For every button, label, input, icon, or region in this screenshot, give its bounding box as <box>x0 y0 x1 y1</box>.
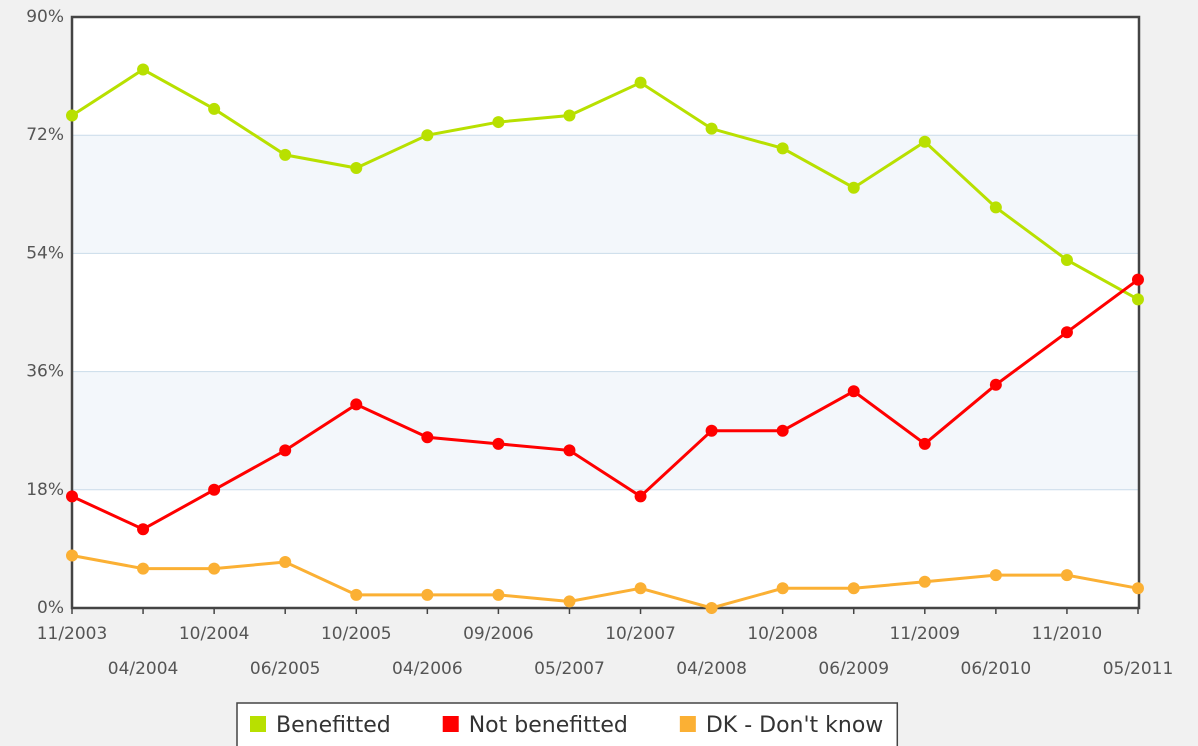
data-point <box>421 588 434 601</box>
data-point <box>492 116 505 129</box>
data-point <box>421 129 434 142</box>
legend-swatch <box>679 716 696 732</box>
data-point <box>1132 273 1144 286</box>
data-point <box>1060 569 1073 582</box>
x-tick-label: 05/2007 <box>534 659 605 679</box>
x-tick-label: 06/2010 <box>961 659 1032 679</box>
data-point <box>279 148 292 161</box>
data-point <box>1060 253 1073 266</box>
x-tick-label: 05/2011 <box>1103 659 1174 679</box>
y-tick-label: 54% <box>26 243 64 263</box>
data-point <box>634 582 647 595</box>
data-point <box>208 483 221 496</box>
data-point <box>1060 326 1073 339</box>
data-point <box>492 437 505 450</box>
data-point <box>66 549 78 562</box>
legend: Benefitted Not benefitted DK - Don't know <box>236 702 899 746</box>
data-point <box>350 162 363 175</box>
data-point <box>563 109 576 122</box>
x-tick-label: 10/2007 <box>605 624 676 644</box>
data-point <box>847 181 860 194</box>
data-point <box>918 575 931 588</box>
x-tick-label: 06/2005 <box>250 659 321 679</box>
data-point <box>421 431 434 444</box>
data-point <box>279 444 292 457</box>
x-tick-label: 11/2009 <box>889 624 960 644</box>
legend-swatch <box>250 716 266 732</box>
x-tick-label: 10/2005 <box>321 624 392 644</box>
data-point <box>918 135 931 148</box>
y-tick-label: 72% <box>26 125 64 145</box>
x-tick-label: 11/2003 <box>37 624 108 644</box>
data-point <box>705 122 718 135</box>
series-line <box>71 67 1139 301</box>
y-tick-label: 36% <box>26 362 64 382</box>
band <box>72 135 1139 254</box>
data-point <box>634 76 647 89</box>
data-point <box>776 424 789 437</box>
data-point <box>208 562 221 575</box>
legend-box <box>236 702 899 746</box>
data-point <box>1132 293 1144 306</box>
x-tick-label: 09/2006 <box>463 624 534 644</box>
data-point <box>705 424 718 437</box>
data-point <box>1132 582 1144 595</box>
x-tick-label: 10/2008 <box>747 624 818 644</box>
x-tick-label: 04/2006 <box>392 659 463 679</box>
data-point <box>989 569 1002 582</box>
x-tick-label: 04/2004 <box>108 659 179 679</box>
x-tick-label: 06/2009 <box>818 659 889 679</box>
x-tick-label: 04/2008 <box>676 659 747 679</box>
data-point <box>776 142 789 155</box>
series-line <box>71 553 1139 610</box>
data-point <box>989 201 1002 214</box>
data-point <box>66 490 78 503</box>
series-line <box>71 278 1139 531</box>
legend-label: Not benefitted <box>469 713 628 738</box>
legend-label: Benefitted <box>276 713 391 738</box>
data-point <box>350 398 363 411</box>
data-point <box>563 595 576 608</box>
data-point <box>634 490 647 503</box>
data-point <box>847 385 860 398</box>
data-point <box>137 63 150 76</box>
data-point <box>776 582 789 595</box>
x-tick-label: 11/2010 <box>1032 624 1103 644</box>
y-tick-label: 0% <box>37 598 64 618</box>
data-point <box>989 378 1002 391</box>
data-point <box>918 437 931 450</box>
plot-area <box>72 17 1139 608</box>
y-tick-label: 18% <box>26 480 64 500</box>
data-point <box>137 562 150 575</box>
data-point <box>705 602 718 614</box>
data-point <box>66 109 78 122</box>
data-point <box>279 556 292 569</box>
data-point <box>563 444 576 457</box>
data-point <box>847 582 860 595</box>
data-point <box>492 588 505 601</box>
data-point <box>350 588 363 601</box>
data-point <box>137 523 150 536</box>
data-point <box>208 102 221 115</box>
x-tick-label: 10/2004 <box>179 624 250 644</box>
y-tick-label: 90% <box>26 7 64 27</box>
plot-border <box>70 15 1141 610</box>
legend-label: DK - Don't know <box>706 713 883 738</box>
legend-swatch <box>442 716 459 732</box>
